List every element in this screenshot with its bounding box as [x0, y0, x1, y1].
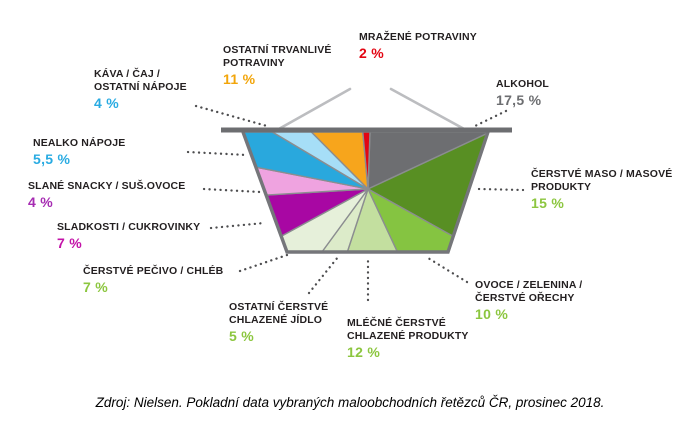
leader-line-alkohol	[471, 109, 508, 129]
callout-label-line: POTRAVINY	[223, 57, 285, 69]
source-caption: Zdroj: Nielsen. Pokladní data vybraných …	[95, 395, 605, 410]
callout-label-line: PRODUKTY	[531, 181, 592, 193]
callout-slane: SLANÉ SNACKY / SUŠ.OVOCE 4 %	[28, 180, 185, 211]
leader-line-slane	[202, 187, 262, 194]
callout-mrazene: MRAŽENÉ POTRAVINY 2 %	[359, 31, 477, 62]
callout-pecivo: ČERSTVÉ PEČIVO / CHLÉB 7 %	[83, 265, 223, 296]
callout-nealko: NEALKO NÁPOJE 5,5 %	[33, 137, 125, 168]
callout-maso: ČERSTVÉ MASO / MASOVÉ PRODUKTY 15 %	[531, 168, 672, 212]
callout-value: 2 %	[359, 45, 385, 61]
callout-label-line: NEALKO NÁPOJE	[33, 137, 126, 149]
callout-label-line: ČERSTVÉ OŘECHY	[475, 292, 575, 304]
callout-value: 17,5 %	[496, 92, 542, 108]
callout-value: 4 %	[94, 95, 120, 111]
callout-label-line: OSTATNÍ TRVANLIVÉ	[223, 44, 332, 56]
callout-ovoce: OVOCE / ZELENINA / ČERSTVÉ OŘECHY 10 %	[475, 279, 582, 323]
basket-rim	[221, 127, 512, 133]
callout-label-line: OSTATNÍ NÁPOJE	[94, 81, 187, 93]
callout-label-line: SLANÉ SNACKY / SUŠ.OVOCE	[28, 180, 186, 192]
callout-label-line: CHLAZENÉ JÍDLO	[229, 314, 323, 326]
basket-handle-line	[389, 87, 468, 132]
callout-label-line: KÁVA / ČAJ /	[94, 68, 160, 80]
callout-value: 15 %	[531, 195, 565, 211]
leader-line-nealko	[186, 150, 249, 157]
callout-label-line: MRAŽENÉ POTRAVINY	[359, 31, 477, 43]
callout-kava: KÁVA / ČAJ / OSTATNÍ NÁPOJE 4 %	[94, 68, 187, 112]
callout-label-line: ČERSTVÉ MASO / MASOVÉ	[531, 168, 673, 180]
callout-value: 4 %	[28, 194, 54, 210]
callout-value: 10 %	[475, 306, 509, 322]
callout-alkohol: ALKOHOL 17,5 %	[496, 78, 549, 109]
basket-outline	[241, 131, 490, 254]
callout-label-line: OSTATNÍ ČERSTVÉ	[229, 301, 329, 313]
leader-line-maso	[477, 187, 525, 192]
callout-trvanlive: OSTATNÍ TRVANLIVÉ POTRAVINY 11 %	[223, 44, 332, 88]
leader-line-sladkosti	[209, 221, 266, 230]
callout-sladkosti: SLADKOSTI / CUKROVINKY 7 %	[57, 221, 200, 252]
leader-line-ostatni-chlazene	[307, 255, 340, 295]
callout-value: 5 %	[229, 328, 255, 344]
callout-value: 5,5 %	[33, 151, 71, 167]
callout-ostatni-chlazene: OSTATNÍ ČERSTVÉ CHLAZENÉ JÍDLO 5 %	[229, 301, 328, 345]
callout-label-line: ČERSTVÉ PEČIVO / CHLÉB	[83, 265, 224, 277]
basket-handle-line	[275, 87, 352, 132]
callout-label-line: SLADKOSTI / CUKROVINKY	[57, 221, 201, 233]
leader-line-pecivo	[238, 252, 292, 273]
callout-mlecne: MLÉČNÉ ČERSTVÉ CHLAZENÉ PRODUKTY 12 %	[347, 317, 469, 361]
callout-label-line: ALKOHOL	[496, 78, 549, 90]
callout-value: 7 %	[57, 235, 83, 251]
leader-line-ovoce	[426, 256, 469, 284]
callout-value: 7 %	[83, 279, 109, 295]
callout-value: 12 %	[347, 344, 381, 360]
callout-label-line: OVOCE / ZELENINA /	[475, 279, 583, 291]
leader-line-kava	[194, 104, 269, 128]
callout-label-line: CHLAZENÉ PRODUKTY	[347, 330, 469, 342]
callout-value: 11 %	[223, 71, 256, 87]
callout-label-line: MLÉČNÉ ČERSTVÉ	[347, 317, 446, 329]
